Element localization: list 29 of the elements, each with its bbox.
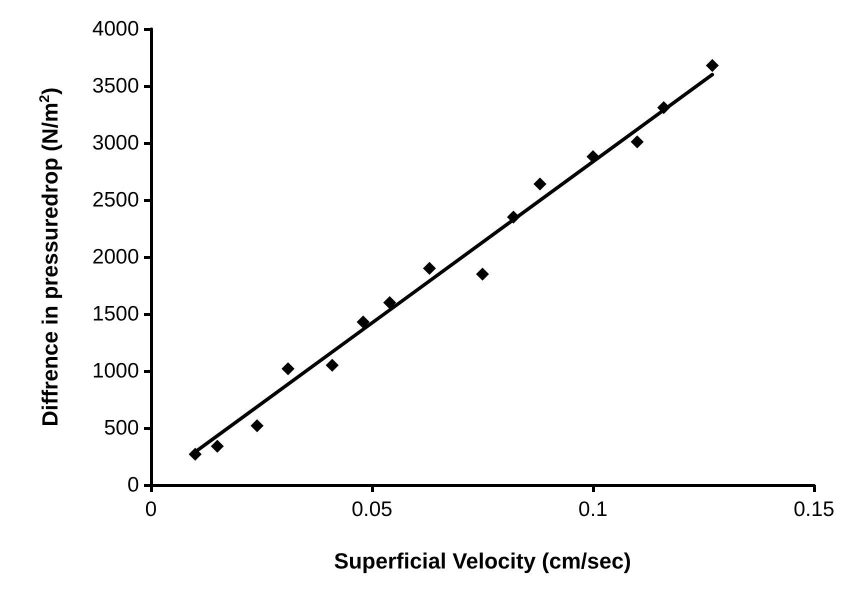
point: [506, 210, 520, 224]
point: [250, 419, 264, 432]
point: [356, 315, 370, 328]
x-tick-label: 0: [145, 498, 157, 521]
y-tick-label: 0: [127, 474, 139, 496]
x-tick-label: 0.1: [578, 498, 608, 521]
y-tick-label: 2000: [92, 246, 139, 268]
point: [630, 135, 644, 148]
point: [210, 440, 224, 453]
y-tick-label: 500: [104, 416, 139, 440]
point: [422, 262, 436, 275]
point: [188, 448, 202, 461]
x-tick-label: 0.15: [794, 498, 834, 521]
y-tick-label: 4000: [92, 18, 139, 40]
y-tick-label: 3000: [92, 132, 139, 154]
point: [383, 296, 396, 310]
point: [282, 362, 295, 376]
y-tick-label: 3500: [92, 74, 139, 98]
point: [706, 58, 719, 72]
y-tick-label: 1500: [92, 302, 139, 326]
x-tick-label: 0.05: [352, 498, 392, 521]
y-tick-label: 2500: [92, 188, 139, 212]
y-tick-label: 1000: [92, 360, 139, 382]
point: [326, 358, 339, 372]
point: [657, 101, 670, 114]
y-axis-title: Diffrence in pressuredrop (N/m2): [36, 87, 62, 427]
point: [476, 268, 489, 281]
point: [533, 178, 546, 191]
x-axis-title: Superficial Velocity (cm/sec): [334, 548, 632, 574]
